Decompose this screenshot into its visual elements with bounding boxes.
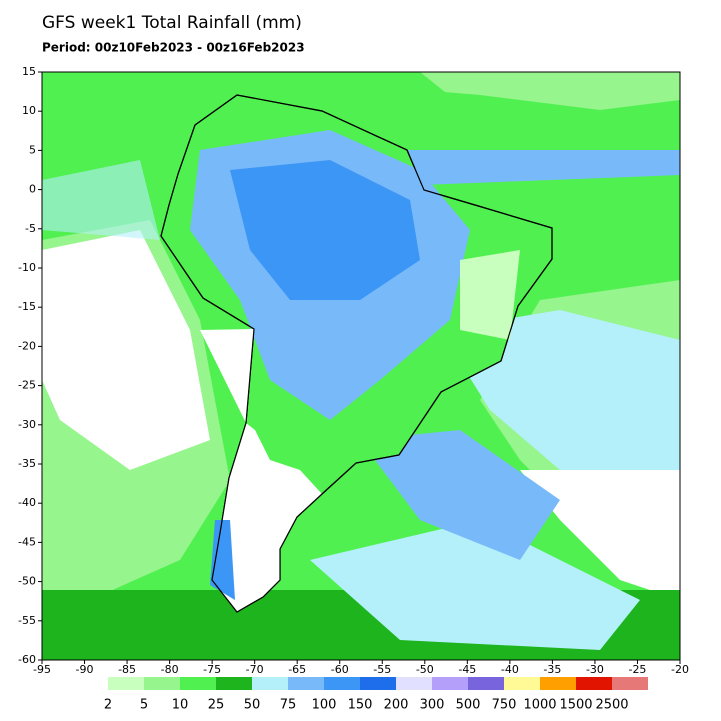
colorbar-label: 2 — [104, 698, 112, 713]
x-tick-label: -35 — [543, 663, 561, 676]
x-tick-label: -30 — [586, 663, 604, 676]
x-tick-label: -65 — [288, 663, 306, 676]
colorbar-label: 150 — [348, 698, 373, 713]
y-tick-label: -40 — [18, 496, 36, 509]
x-tick-label: -80 — [161, 663, 179, 676]
y-tick-label: 10 — [22, 104, 36, 117]
subtitle: Period: 00z10Feb2023 - 00z16Feb2023 — [42, 41, 305, 55]
y-tick-label: -30 — [18, 418, 36, 431]
colorbar-box — [432, 677, 468, 690]
axes: -95 -90 -85 -80 -75 -70 -65 -60 -55 -50 -45 -40 -35-… — [18, 65, 689, 676]
colorbar-label: 50 — [244, 698, 261, 713]
colorbar-label: 5 — [140, 698, 148, 713]
y-tick-label: -45 — [18, 535, 36, 548]
colorbar-label: 2500 — [595, 698, 628, 713]
x-tick-label: -85 — [118, 663, 136, 676]
colorbar-box — [612, 677, 648, 690]
colorbar-label: 1000 — [523, 698, 556, 713]
colorbar-box — [144, 677, 180, 690]
colorbar-label: 100 — [312, 698, 337, 713]
colorbar-box — [576, 677, 612, 690]
south-america — [160, 94, 553, 613]
colorbar-label: 750 — [492, 698, 517, 713]
y-tick-label: -5 — [25, 222, 36, 235]
colorbar-box — [360, 677, 396, 690]
colorbar: 2 5 10 25 50 75 100 150 200 300 500 750 1000 1500 2500 — [104, 677, 648, 713]
y-tick-label: 15 — [22, 65, 36, 78]
colorbar-box — [468, 677, 504, 690]
x-tick-label: -50 — [416, 663, 434, 676]
colorbar-box — [540, 677, 576, 690]
title: GFS week1 Total Rainfall (mm) — [42, 13, 302, 33]
x-tick-label: -70 — [246, 663, 264, 676]
y-tick-label: 5 — [29, 143, 36, 156]
plot-frame — [41, 71, 681, 661]
x-tick-label: -25 — [628, 663, 646, 676]
colorbar-box — [252, 677, 288, 690]
y-tick-label: -60 — [18, 653, 36, 666]
colorbar-label: 1500 — [559, 698, 592, 713]
x-tick-label: -95 — [33, 663, 51, 676]
x-tick-label: -40 — [501, 663, 519, 676]
colorbar-label: 500 — [456, 698, 481, 713]
x-tick-label: -60 — [331, 663, 349, 676]
colorbar-box — [180, 677, 216, 690]
y-tick-label: -10 — [18, 261, 36, 274]
x-tick-label: -20 — [671, 663, 689, 676]
x-tick-label: -90 — [76, 663, 94, 676]
x-tick-label: -55 — [373, 663, 391, 676]
colorbar-box — [396, 677, 432, 690]
y-tick-label: -55 — [18, 614, 36, 627]
y-tick-label: 0 — [29, 183, 36, 196]
y-tick-label: -35 — [18, 457, 36, 470]
colorbar-label: 75 — [280, 698, 297, 713]
y-tick-label: -50 — [18, 575, 36, 588]
y-tick-label: -15 — [18, 300, 36, 313]
colorbar-box — [324, 677, 360, 690]
x-tick-label: -75 — [203, 663, 221, 676]
colorbar-box — [216, 677, 252, 690]
y-tick-label: -25 — [18, 379, 36, 392]
colorbar-box — [288, 677, 324, 690]
colorbar-label: 25 — [208, 698, 225, 713]
colorbar-label: 300 — [420, 698, 445, 713]
colorbar-box — [504, 677, 540, 690]
colorbar-label: 10 — [172, 698, 189, 713]
x-tick-label: -45 — [458, 663, 476, 676]
colorbar-label: 200 — [384, 698, 409, 713]
y-tick-label: -20 — [18, 339, 36, 352]
colorbar-box — [108, 677, 144, 690]
